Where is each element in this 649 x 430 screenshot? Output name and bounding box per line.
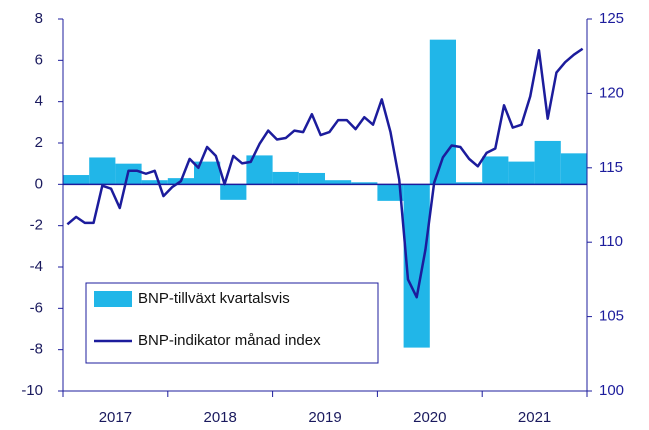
y-tick-label: -2 <box>30 217 43 234</box>
y-tick-label: -6 <box>30 299 43 316</box>
line <box>66 47 584 299</box>
bar <box>482 156 509 185</box>
bar <box>429 39 456 185</box>
bar <box>456 182 483 185</box>
legend <box>85 282 379 364</box>
bar <box>560 153 587 185</box>
y2-tick-label: 125 <box>599 10 624 27</box>
bar <box>377 184 404 201</box>
legend-label: BNP-tillväxt kvartalsvis <box>138 290 290 307</box>
y2-tick-label: 100 <box>599 382 624 399</box>
bar <box>63 175 90 185</box>
bar <box>141 180 168 185</box>
bar <box>508 161 535 185</box>
bar <box>325 180 352 185</box>
y-tick-label: 8 <box>35 10 43 27</box>
bar <box>89 157 116 185</box>
y-tick-label: 0 <box>35 175 43 192</box>
bar <box>220 184 247 200</box>
bar <box>298 172 325 185</box>
y-tick-label: 4 <box>35 93 43 110</box>
x-tick-label: 2021 <box>518 409 551 426</box>
y2-tick-label: 105 <box>599 308 624 325</box>
y2-tick-label: 110 <box>599 233 623 250</box>
bar <box>351 182 378 185</box>
x-tick-label: 2020 <box>413 409 446 426</box>
y2-tick-label: 115 <box>599 159 623 176</box>
bar <box>194 161 221 185</box>
x-tick-label: 2019 <box>308 409 341 426</box>
legend-label: BNP-indikator månad index <box>138 332 321 349</box>
legend-swatch <box>94 291 132 307</box>
y-tick-label: 6 <box>35 51 43 68</box>
y-tick-label: -10 <box>21 382 43 399</box>
bar <box>246 155 273 185</box>
y-tick-label: -4 <box>30 258 43 275</box>
y-tick-label: 2 <box>35 134 43 151</box>
bar <box>534 140 561 185</box>
bar <box>272 171 299 185</box>
x-tick-label: 2018 <box>204 409 237 426</box>
y-tick-label: -8 <box>30 341 43 358</box>
y2-tick-label: 120 <box>599 84 624 101</box>
x-tick-label: 2017 <box>99 409 132 426</box>
